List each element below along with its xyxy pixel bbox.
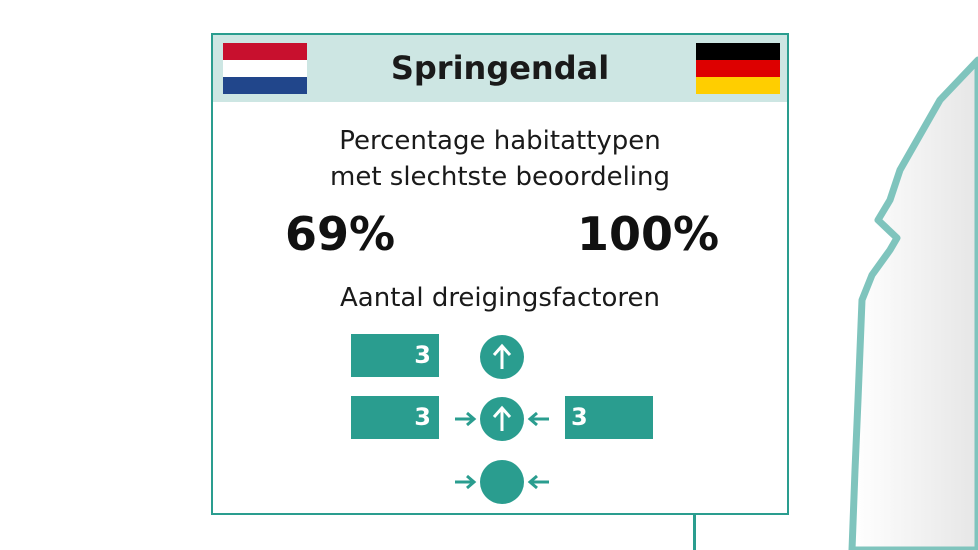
area-info-card: Springendal Percentage habitattypen met … (211, 33, 789, 515)
threats-heading: Aantal dreigingsfactoren (340, 283, 660, 313)
arrows-in-arrow-up-circle-icon (455, 397, 549, 441)
percentage-netherlands: 69% (285, 207, 396, 261)
threat-count-box: 3 (351, 334, 439, 377)
germany-flag-icon (696, 43, 780, 94)
percentage-heading-line1: Percentage habitattypen (339, 126, 661, 156)
arrow-up-circle-icon (480, 335, 524, 379)
netherlands-flag-icon (223, 43, 307, 94)
threat-count-box: 3 (351, 396, 439, 439)
percentage-germany: 100% (577, 207, 720, 261)
threat-count-box: 3 (565, 396, 653, 439)
percentage-heading: Percentage habitattypen met slechtste be… (213, 123, 787, 195)
card-header: Springendal (213, 35, 787, 102)
map-connector-line (693, 515, 696, 550)
arrows-in-circle-icon (455, 460, 549, 504)
percentage-heading-line2: met slechtste beoordeling (330, 162, 670, 192)
area-title: Springendal (390, 49, 610, 87)
